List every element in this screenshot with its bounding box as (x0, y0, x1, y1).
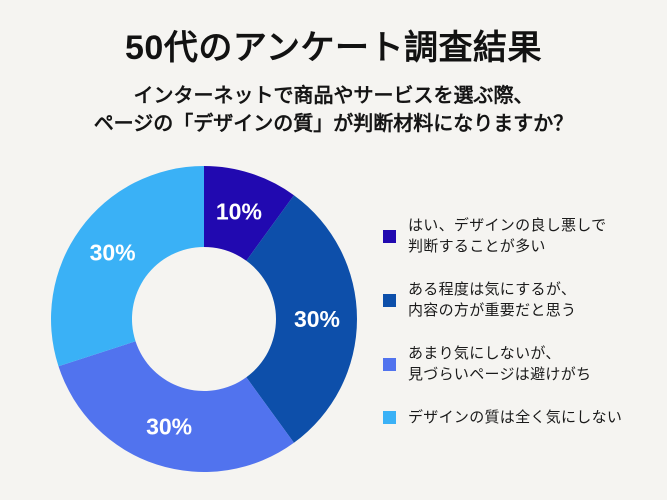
legend-label-1: はい、デザインの良し悪しで 判断することが多い (408, 215, 606, 257)
legend-swatch-4 (383, 411, 396, 424)
legend-label-2: ある程度は気にするが、 内容の方が重要だと思う (408, 279, 576, 321)
chart-question-line-1: インターネットで商品やサービスを選ぶ際、 (133, 85, 534, 107)
legend-item-4: デザインの質は全く気にしない (383, 407, 659, 428)
donut-segment-label-4: 30% (90, 240, 136, 266)
donut-segment-label-1: 10% (216, 199, 262, 225)
donut-chart: 10% 30% 30% 30% (51, 166, 357, 472)
legend-item-2: ある程度は気にするが、 内容の方が重要だと思う (383, 279, 659, 321)
donut-segment-2 (246, 195, 357, 443)
chart-question-line-2: ページの「デザインの質」が判断材料になりますか？ (93, 113, 574, 135)
legend-item-3: あまり気にしないが、 見づらいページは避けがち (383, 343, 659, 385)
legend-swatch-2 (383, 293, 396, 307)
legend-label-3: あまり気にしないが、 見づらいページは避けがち (408, 343, 591, 385)
legend-swatch-1 (383, 229, 396, 243)
legend-label-1-line-1: はい、デザインの良し悪しで (408, 217, 607, 234)
legend-label-2-line-2: 内容の方が重要だと思う (408, 302, 577, 319)
legend-label-1-line-2: 判断することが多い (408, 238, 546, 255)
legend-label-3-line-2: 見づらいページは避けがち (408, 366, 592, 383)
donut-segment-label-3: 30% (146, 414, 192, 440)
legend-swatch-3 (383, 357, 396, 371)
donut-chart-container: 10% 30% 30% 30% (44, 159, 364, 479)
chart-question: インターネットで商品やサービスを選ぶ際、 ページの「デザインの質」が判断材料にな… (0, 82, 667, 138)
legend-label-4: デザインの質は全く気にしない (408, 407, 622, 428)
legend-label-3-line-1: あまり気にしないが、 (408, 345, 561, 362)
legend-label-4-line-1: デザインの質は全く気にしない (408, 409, 623, 426)
page-title: 50代のアンケート調査結果 (125, 29, 542, 67)
legend-item-1: はい、デザインの良し悪しで 判断することが多い (383, 215, 659, 257)
donut-segment-label-2: 30% (294, 306, 340, 332)
legend-label-2-line-1: ある程度は気にするが、 (408, 281, 577, 298)
donut-segment-3 (58, 341, 294, 472)
donut-segment-4 (51, 166, 205, 367)
chart-legend: はい、デザインの良し悪しで 判断することが多い ある程度は気にするが、 内容の方… (383, 215, 659, 428)
donut-segment-1 (204, 166, 294, 261)
